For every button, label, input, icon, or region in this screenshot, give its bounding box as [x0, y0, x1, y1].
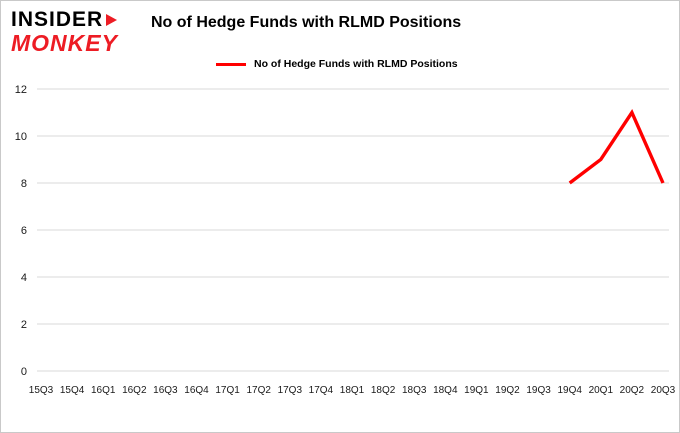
- y-axis-tick-label: 12: [15, 84, 27, 96]
- insider-monkey-logo: INSIDER MONKEY: [11, 9, 118, 55]
- x-axis-tick-label: 17Q1: [215, 385, 240, 396]
- chart-legend: No of Hedge Funds with RLMD Positions: [216, 58, 458, 70]
- x-axis-tick-label: 15Q4: [60, 385, 85, 396]
- x-axis-tick-label: 16Q2: [122, 385, 147, 396]
- logo-monkey-text: MONKEY: [11, 30, 118, 56]
- x-axis-tick-label: 18Q3: [402, 385, 427, 396]
- x-axis-tick-label: 17Q4: [309, 385, 334, 396]
- logo-flag-icon: [106, 13, 118, 26]
- x-axis-tick-label: 19Q1: [464, 385, 489, 396]
- x-axis-tick-label: 16Q1: [91, 385, 116, 396]
- x-axis-tick-label: 16Q4: [184, 385, 209, 396]
- x-axis-tick-label: 17Q2: [246, 385, 271, 396]
- x-axis-tick-label: 16Q3: [153, 385, 178, 396]
- y-axis-tick-label: 4: [21, 272, 27, 284]
- x-axis-tick-label: 18Q2: [371, 385, 396, 396]
- x-axis-tick-label: 18Q4: [433, 385, 458, 396]
- legend-label: No of Hedge Funds with RLMD Positions: [254, 58, 458, 70]
- x-axis-tick-label: 20Q3: [651, 385, 676, 396]
- x-axis-tick-label: 15Q3: [29, 385, 54, 396]
- x-axis-tick-label: 17Q3: [278, 385, 303, 396]
- y-axis-tick-label: 6: [21, 225, 27, 237]
- x-axis-tick-label: 19Q3: [526, 385, 551, 396]
- legend-line-swatch: [216, 62, 246, 66]
- x-axis-tick-label: 19Q2: [495, 385, 520, 396]
- y-axis-tick-label: 8: [21, 178, 27, 190]
- y-axis-tick-label: 2: [21, 319, 27, 331]
- series-line: [568, 108, 665, 185]
- x-axis-tick-label: 18Q1: [340, 385, 365, 396]
- x-axis-tick-label: 19Q4: [557, 385, 582, 396]
- y-axis-tick-label: 0: [21, 366, 27, 378]
- logo-insider-text: INSIDER: [11, 9, 118, 30]
- x-axis-tick-label: 20Q1: [589, 385, 614, 396]
- y-axis-tick-label: 10: [15, 131, 27, 143]
- x-axis-tick-label: 20Q2: [620, 385, 645, 396]
- chart-title: No of Hedge Funds with RLMD Positions: [151, 14, 462, 31]
- logo-insider-word: INSIDER: [11, 8, 104, 31]
